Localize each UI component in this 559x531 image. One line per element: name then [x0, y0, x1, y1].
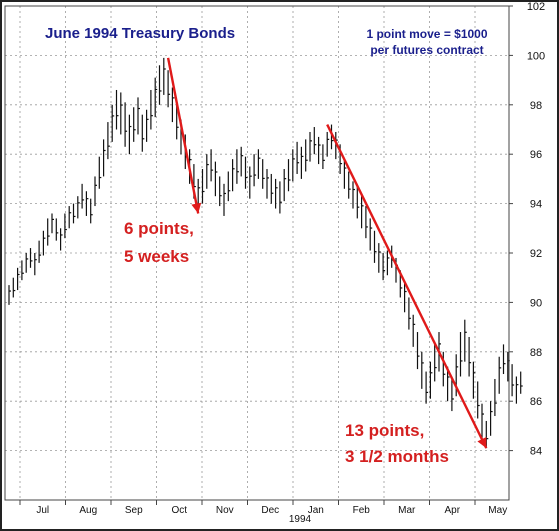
x-tick-label: Feb	[353, 505, 371, 516]
y-tick-label: 102	[527, 1, 545, 13]
annotation-1-line1: 6 points,	[124, 219, 194, 238]
y-tick-label: 86	[530, 396, 542, 408]
x-tick-label: Jul	[36, 505, 49, 516]
x-tick-label: Sep	[125, 505, 143, 516]
y-axis: 84 86 88 90 92 94 96 98 100 102	[509, 1, 545, 458]
x-tick-label: Apr	[444, 505, 460, 516]
y-tick-label: 92	[530, 248, 542, 260]
arrowhead-2	[477, 436, 487, 449]
annotation-2-line2: 3 1/2 months	[345, 447, 449, 466]
year-label: 1994	[289, 514, 312, 525]
y-tick-label: 90	[530, 297, 542, 309]
y-tick-label: 100	[527, 50, 545, 62]
arrowhead-1	[191, 202, 202, 214]
annotation-2-line1: 13 points,	[345, 421, 424, 440]
y-tick-label: 98	[530, 100, 542, 112]
x-axis: Jul Aug Sep Oct Nov Dec Jan Feb Mar Apr May	[19, 500, 507, 516]
y-tick-label: 96	[530, 149, 542, 161]
x-tick-label: Nov	[216, 505, 234, 516]
annotation-1-line2: 5 weeks	[124, 247, 189, 266]
y-tick-label: 94	[530, 199, 542, 211]
y-tick-label: 84	[530, 446, 542, 458]
x-tick-label: Mar	[398, 505, 416, 516]
x-tick-label: Oct	[171, 505, 187, 516]
y-tick-label: 88	[530, 347, 542, 359]
chart-subtitle-line1: 1 point move = $1000	[366, 27, 487, 41]
x-tick-label: Dec	[261, 505, 279, 516]
chart-subtitle-line2: per futures contract	[370, 43, 483, 57]
x-tick-label: Aug	[79, 505, 97, 516]
chart-title: June 1994 Treasury Bonds	[45, 25, 235, 42]
trend-line-2	[326, 124, 488, 449]
gridlines	[5, 5, 509, 500]
x-tick-label: Jan	[308, 505, 324, 516]
trend-line-1	[166, 57, 200, 214]
x-tick-label: May	[488, 505, 507, 516]
trend-arrows	[166, 57, 488, 449]
price-bars	[8, 57, 523, 449]
